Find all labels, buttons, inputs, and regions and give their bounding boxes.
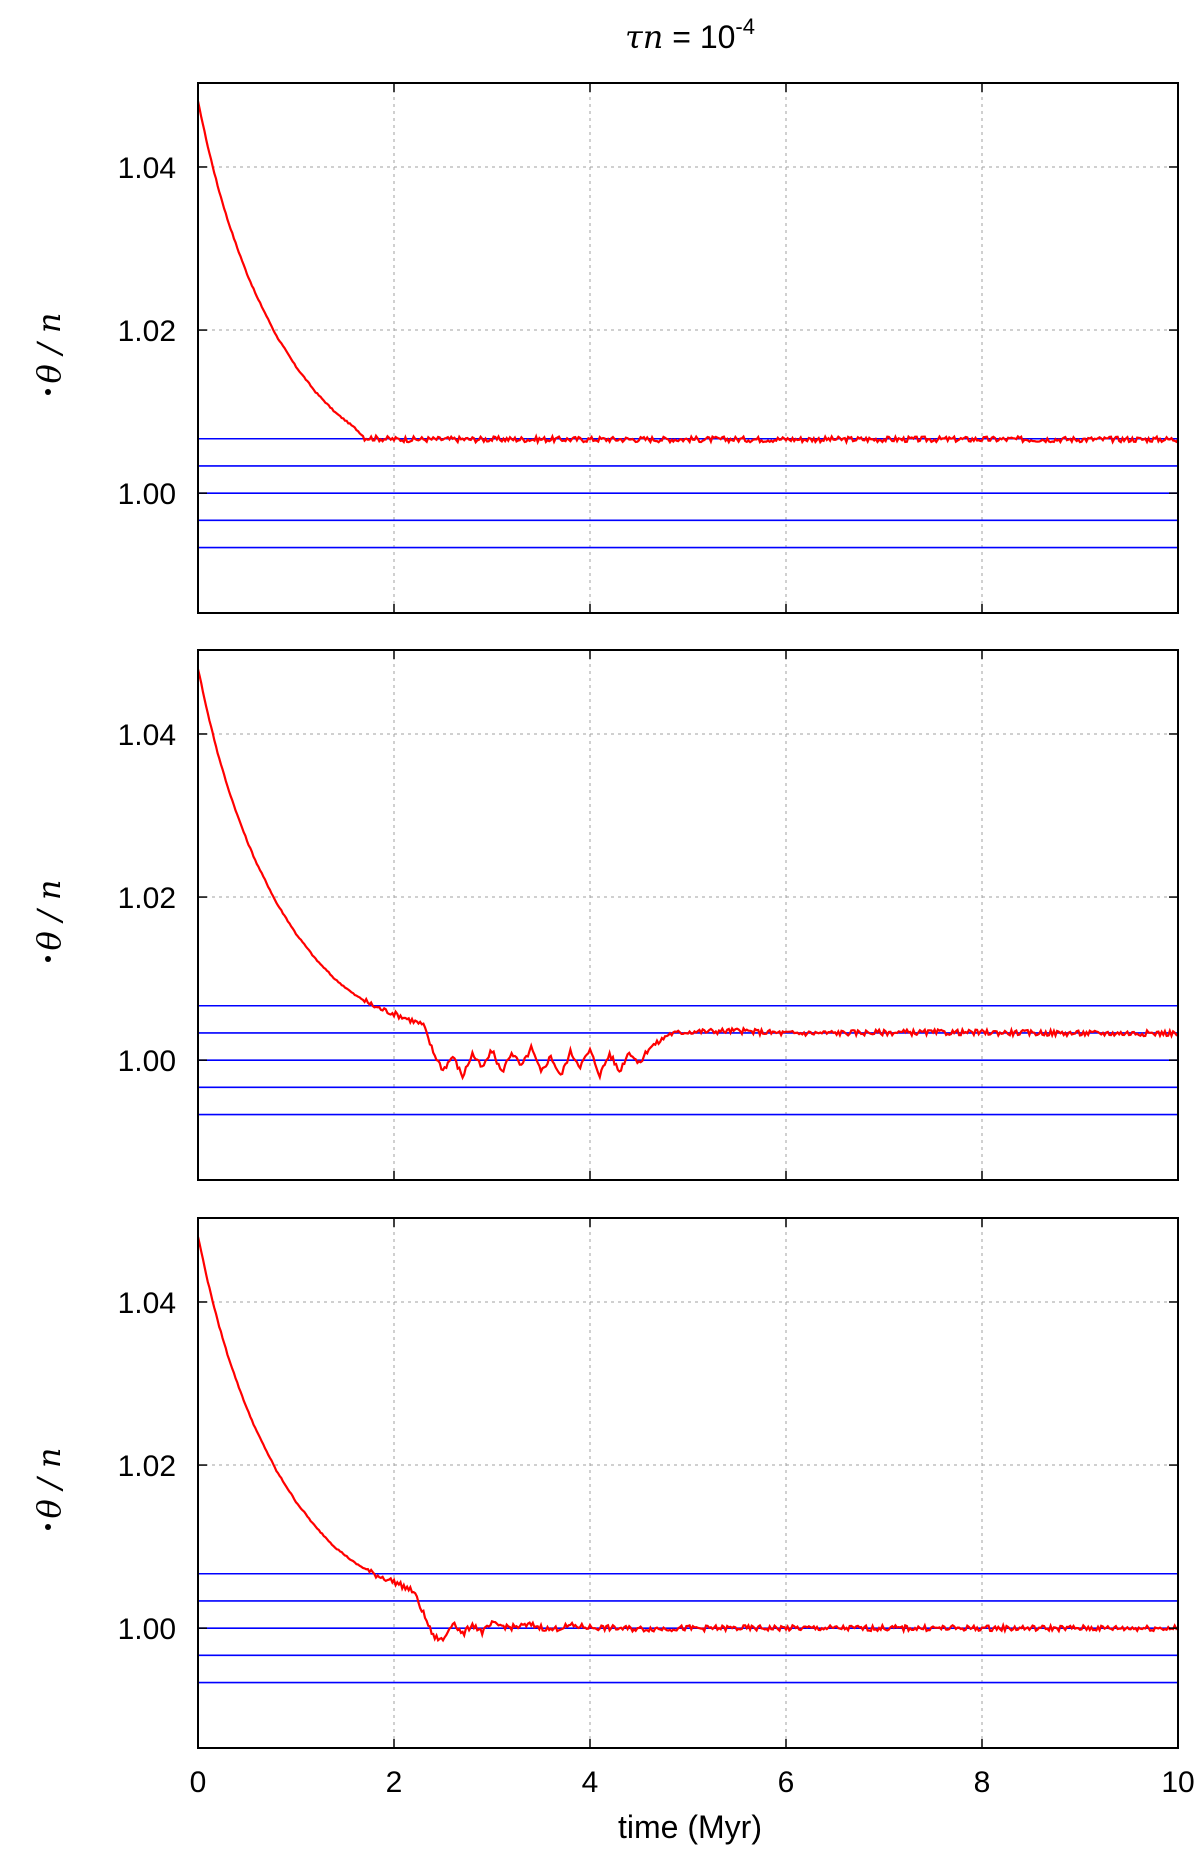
title-exponent: -4: [735, 14, 755, 39]
x-tick-label: 10: [1161, 1766, 1194, 1799]
x-tick-label: 4: [582, 1766, 599, 1799]
panel-3: 1.00 1.02 1.04 θ / n: [30, 1217, 1179, 1749]
y-tick-label: 1.00: [118, 1045, 176, 1078]
y-axis-title-symbol: θ: [30, 1499, 68, 1518]
y-axis-title-rest: / n: [30, 313, 68, 365]
panels: 1.001.021.04θ / n1.001.021.04θ / n1.001.…: [30, 82, 1179, 1749]
theta-dot-mark: [45, 1524, 51, 1530]
series-line: [198, 100, 1178, 446]
y-tick-label: 1.02: [118, 315, 176, 348]
x-tick-label: 8: [974, 1766, 991, 1799]
x-tick-label: 0: [190, 1766, 207, 1799]
x-tick-label: 2: [386, 1766, 403, 1799]
y-axis-title: θ / n: [30, 880, 68, 951]
y-tick-label: 1.04: [118, 719, 176, 752]
y-tick-label: 1.02: [118, 1450, 176, 1483]
theta-dot-mark: [45, 956, 51, 962]
title-math: τn: [625, 18, 663, 56]
series-line: [198, 1236, 1178, 1643]
y-tick-label: 1.04: [118, 152, 176, 185]
chart-title: τn = 10-4: [625, 14, 755, 56]
y-axis-title-symbol: θ: [30, 364, 68, 383]
y-tick-label: 1.02: [118, 882, 176, 915]
y-axis-title-rest: / n: [30, 880, 68, 932]
x-axis-labels: 0 2 4 6 8 10: [190, 1766, 1195, 1799]
theta-dot-mark: [45, 389, 51, 395]
y-tick-label: 1.00: [118, 478, 176, 511]
plot-frame: [197, 649, 1179, 1181]
x-axis-title: time (Myr): [618, 1809, 762, 1845]
series-line: [198, 668, 1178, 1081]
y-tick-label: 1.00: [118, 1613, 176, 1646]
x-tick-label: 6: [778, 1766, 795, 1799]
y-axis-title-symbol: θ: [30, 931, 68, 950]
y-axis-title-rest: / n: [30, 1448, 68, 1500]
plot-frame: [197, 82, 1179, 614]
panel-1: 1.00 1.02 1.04 θ / n: [30, 82, 1179, 614]
title-eq: = 10: [663, 19, 735, 55]
plot-frame: [197, 1217, 1179, 1749]
y-tick-label: 1.04: [118, 1287, 176, 1320]
y-axis-title: θ / n: [30, 313, 68, 384]
panel-2: 1.00 1.02 1.04 θ / n: [30, 649, 1179, 1181]
y-axis-title: θ / n: [30, 1448, 68, 1519]
